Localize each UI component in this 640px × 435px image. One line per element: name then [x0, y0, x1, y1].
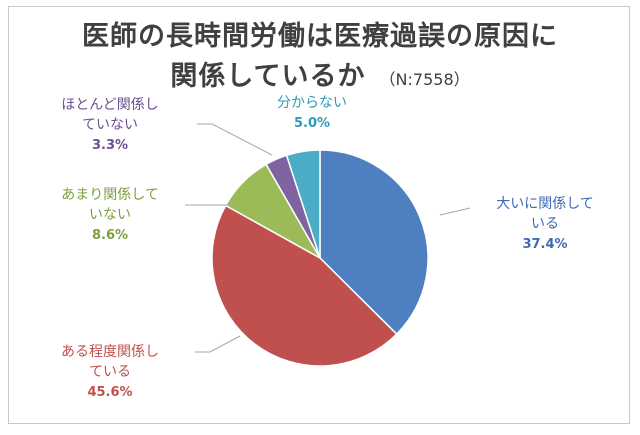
- leader-line-1: [195, 335, 241, 353]
- slice-label-2-line-1: いない: [89, 207, 131, 223]
- chart-title-line2: 関係しているか （N:7558）: [0, 54, 640, 93]
- slice-label-0-line-1: いる: [531, 216, 559, 232]
- slice-label-4-line-0: 分からない: [277, 95, 347, 111]
- chart-title-line2-text: 関係しているか: [170, 61, 366, 92]
- slice-label-0-line-0: 大いに関係して: [496, 196, 594, 212]
- slice-label-1-line-0: ある程度関係し: [61, 344, 159, 360]
- slice-value-2: 8.6%: [92, 228, 128, 243]
- slice-value-4: 5.0%: [294, 116, 330, 131]
- pie-slice-4: [285, 149, 321, 259]
- leader-line-3: [197, 123, 273, 156]
- sample-size-label: （N:7558）: [379, 70, 470, 89]
- slice-value-1: 45.6%: [87, 385, 132, 400]
- pie-slice-1: [211, 204, 398, 367]
- slice-value-3: 3.3%: [92, 138, 128, 153]
- slice-label-2-line-0: あまり関係して: [61, 187, 159, 203]
- slice-value-0: 37.4%: [522, 237, 567, 252]
- slice-label-1-line-1: ている: [89, 364, 131, 380]
- slice-label-3-line-0: ほとんど関係し: [61, 97, 159, 113]
- leader-line-0: [439, 207, 471, 216]
- chart-title-line1: 医師の長時間労働は医療過誤の原因に: [82, 21, 558, 52]
- pie-slice-0: [319, 149, 429, 336]
- slice-label-3-line-1: ていない: [82, 117, 138, 133]
